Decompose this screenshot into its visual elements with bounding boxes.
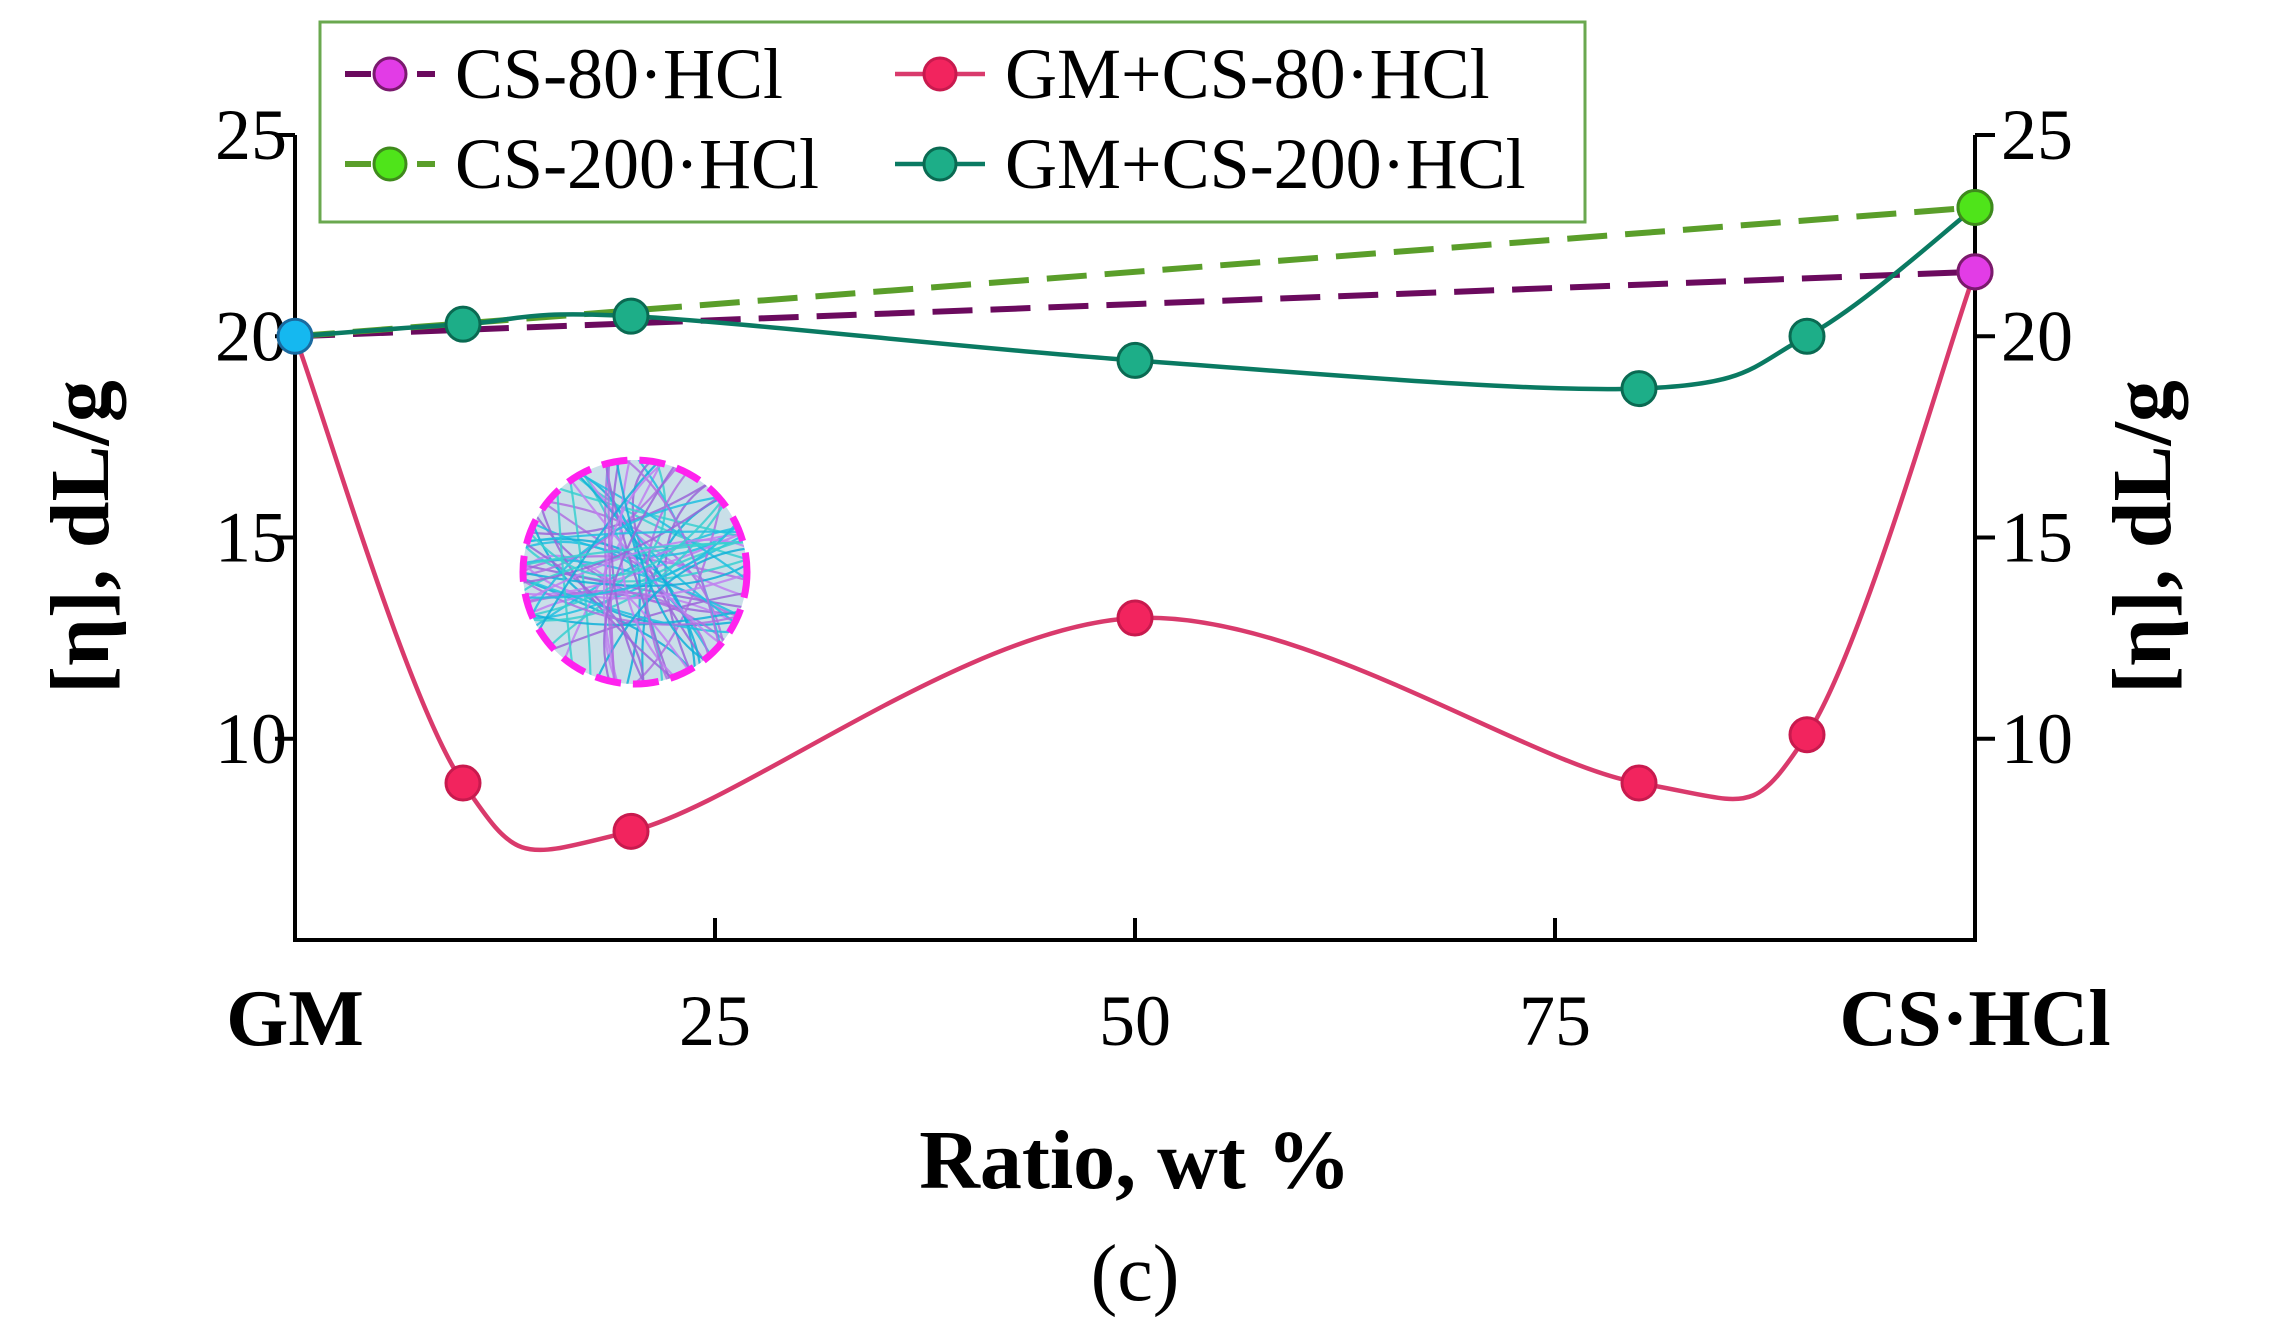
data-point-gm-cs-80-hcl <box>1116 599 1154 637</box>
x-axis-title: Ratio, wt % <box>919 1114 1351 1207</box>
y-tick-label-left: 10 <box>215 699 287 779</box>
data-point-gm-start <box>276 317 314 355</box>
series-line-cs-80-hcl <box>294 268 1976 340</box>
fiber-strand <box>566 465 747 589</box>
nanofiber-inset-image <box>519 456 751 688</box>
y-tick-label-right: 10 <box>2001 699 2073 779</box>
x-tick-label: 25 <box>679 981 751 1061</box>
fiber-strand <box>523 572 746 634</box>
y-tick-label-right: 25 <box>2001 95 2073 175</box>
legend-label-gm-cs-200-hcl: GM+CS-200·HCl <box>1005 124 1526 204</box>
tick-group: GM 25 50 75 CS·HCl 10 15 20 25 10 15 20 25 <box>215 95 2111 1063</box>
fiber-strand <box>523 488 730 586</box>
fiber-strand <box>523 511 746 599</box>
x-tick-label: CS·HCl <box>1839 975 2110 1063</box>
legend-label-cs-200-hcl: CS-200·HCl <box>455 124 819 204</box>
data-point-gm-cs-80-hcl <box>1788 716 1826 754</box>
data-point-gm-cs-200-hcl <box>612 297 650 335</box>
y-axis-title-left: [η], dL/g <box>34 380 127 694</box>
fiber-strand <box>523 538 747 607</box>
fiber-strand <box>523 530 747 545</box>
legend: CS-80·HCl CS-200·HCl GM+CS-80·HCl GM+CS-200… <box>318 20 1587 224</box>
fiber-strand <box>523 491 733 622</box>
legend-marker-cs-80-hcl <box>372 56 408 92</box>
fiber-strand <box>591 546 747 684</box>
x-tick-label: 50 <box>1099 981 1171 1061</box>
data-point-gm-cs-200-hcl <box>444 305 482 343</box>
series-line-cs-200-hcl <box>294 204 1976 340</box>
y-tick-label-left: 15 <box>215 498 287 578</box>
fiber-strand <box>523 549 747 600</box>
fiber-strand <box>540 589 747 655</box>
legend-box <box>318 20 1587 224</box>
legend-label-gm-cs-80-hcl: GM+CS-80·HCl <box>1005 34 1490 114</box>
x-tick-label: GM <box>226 975 364 1063</box>
y-axis-title-right: [η], dL/g <box>2096 380 2189 694</box>
y-tick-label-left: 20 <box>215 296 287 376</box>
legend-label-cs-80-hcl: CS-80·HCl <box>455 34 783 114</box>
data-point-gm-cs-200-hcl <box>1116 341 1154 379</box>
y-tick-label-left: 25 <box>215 95 287 175</box>
data-point-gm-cs-80-hcl <box>444 764 482 802</box>
legend-marker-cs-200-hcl <box>372 146 408 182</box>
data-point-cs-80-hcl <box>1956 253 1994 291</box>
data-point-cs-200-hcl <box>1956 188 1994 226</box>
fiber-strand <box>603 460 683 684</box>
data-point-gm-cs-80-hcl <box>612 812 650 850</box>
legend-marker-gm-cs-80-hcl <box>922 56 958 92</box>
fiber-strand <box>523 541 747 569</box>
fiber-strand <box>523 589 713 672</box>
fiber-strand <box>523 493 734 632</box>
series-markers <box>276 188 1994 850</box>
fiber-strand <box>607 460 616 684</box>
x-tick-label: 75 <box>1519 981 1591 1061</box>
fiber-strand <box>523 489 731 577</box>
fiber-strand <box>613 460 719 667</box>
fiber-strand <box>609 460 724 662</box>
fiber-strand <box>645 461 697 684</box>
fiber-strand <box>536 493 685 684</box>
data-point-gm-cs-80-hcl <box>1620 764 1658 802</box>
figure-caption: (c) <box>1091 1230 1180 1318</box>
y-tick-label-right: 15 <box>2001 498 2073 578</box>
legend-marker-gm-cs-200-hcl <box>922 146 958 182</box>
data-point-gm-cs-200-hcl <box>1620 370 1658 408</box>
fiber-strand <box>523 558 747 622</box>
y-tick-label-right: 20 <box>2001 296 2073 376</box>
data-point-gm-cs-200-hcl <box>1788 317 1826 355</box>
